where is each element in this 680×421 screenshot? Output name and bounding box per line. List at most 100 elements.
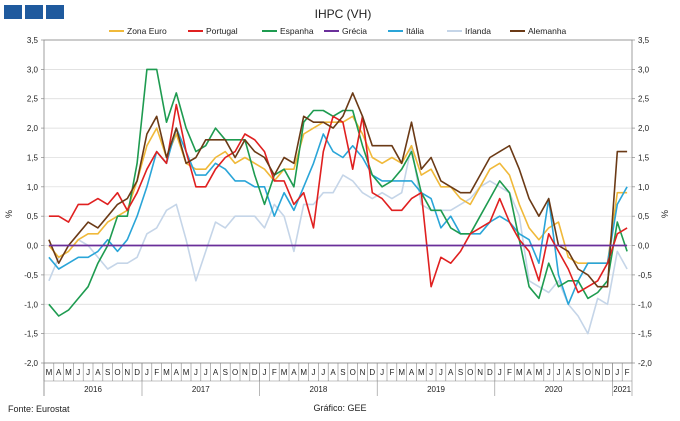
series-lines	[48, 68, 628, 335]
x-month-label: J	[439, 368, 443, 377]
x-month-label: M	[65, 368, 72, 377]
gee-logo	[4, 5, 64, 19]
x-month-label: J	[547, 368, 551, 377]
x-month-label: F	[507, 368, 512, 377]
series-line-portugal	[48, 103, 628, 294]
series-line-it-lia	[48, 127, 628, 306]
x-month-label: A	[95, 368, 101, 377]
x-month-label: A	[56, 368, 62, 377]
y-tick-label-left: 3,5	[27, 36, 39, 45]
x-month-label: J	[86, 368, 90, 377]
x-month-label: M	[281, 368, 288, 377]
x-month-label: M	[418, 368, 425, 377]
y-tick-label-right: 2,5	[638, 95, 650, 104]
x-month-label: M	[516, 368, 523, 377]
y-axis-label-left: %	[4, 210, 14, 218]
y-tick-label-right: -0,5	[638, 271, 652, 280]
legend-label: Itália	[406, 26, 424, 36]
y-tick-label-left: 2,0	[27, 124, 39, 133]
y-tick-label-left: 3,0	[27, 65, 39, 74]
y-tick-label-right: 1,0	[638, 183, 650, 192]
x-year-label: 2019	[427, 385, 445, 394]
x-month-label: J	[557, 368, 561, 377]
logo-block-1	[4, 5, 22, 19]
x-month-label: D	[605, 368, 611, 377]
y-tick-label-left: -1,0	[24, 300, 38, 309]
x-month-label: M	[398, 368, 405, 377]
legend-label: Portugal	[206, 26, 238, 36]
x-month-label: N	[595, 368, 601, 377]
x-month-label: J	[321, 368, 325, 377]
series-line-alemanha	[48, 92, 628, 288]
x-month-label: N	[124, 368, 130, 377]
x-month-label: S	[223, 368, 228, 377]
x-month-label: D	[487, 368, 493, 377]
x-month-label: M	[183, 368, 190, 377]
x-month-label: O	[232, 368, 238, 377]
source-note: Fonte: Eurostat	[8, 404, 70, 414]
x-month-label: F	[272, 368, 277, 377]
y-tick-label-right: 3,0	[638, 65, 650, 74]
series-line-zona-euro	[48, 115, 628, 265]
y-tick-label-left: 2,5	[27, 95, 39, 104]
x-month-label: A	[291, 368, 297, 377]
x-month-label: A	[566, 368, 572, 377]
y-tick-label-right: -2,0	[638, 359, 652, 368]
x-month-label: J	[76, 368, 80, 377]
x-month-label: M	[300, 368, 307, 377]
x-month-label: D	[369, 368, 375, 377]
plot-frame	[43, 39, 633, 364]
y-tick-label-right: 0,5	[638, 212, 650, 221]
x-year-label: 2016	[84, 385, 102, 394]
x-year-label: 2020	[545, 385, 563, 394]
x-month-label: M	[163, 368, 170, 377]
y-tick-label-right: -1,0	[638, 300, 652, 309]
x-month-label: A	[409, 368, 415, 377]
x-month-label: O	[467, 368, 473, 377]
x-month-label: D	[134, 368, 140, 377]
x-year-label: 2017	[192, 385, 210, 394]
legend-label: Grécia	[342, 26, 367, 36]
y-tick-label-left: -2,0	[24, 359, 38, 368]
x-month-label: O	[585, 368, 591, 377]
x-month-label: J	[263, 368, 267, 377]
legend-label: Espanha	[280, 26, 314, 36]
y-tick-label-left: 1,0	[27, 183, 39, 192]
y-tick-label-left: 1,5	[27, 153, 39, 162]
series-line-irlanda	[48, 144, 628, 335]
x-month-label: J	[312, 368, 316, 377]
x-month-label: J	[615, 368, 619, 377]
x-month-label: S	[458, 368, 463, 377]
y-axis-right: 3,5 3,0 2,5 2,0 1,5 1,0 0,5 0,0 -0,5 -1,0 -1,5 -2,0	[632, 36, 652, 368]
logo-block-3	[46, 5, 64, 19]
y-tick-label-left: -1,5	[24, 330, 38, 339]
chart-title: IHPC (VH)	[315, 7, 372, 21]
legend: Zona Euro Portugal Espanha Grécia Itália Irla…	[109, 26, 567, 36]
x-month-label: A	[174, 368, 180, 377]
x-month-label: M	[536, 368, 543, 377]
y-tick-label-left: -0,5	[24, 271, 38, 280]
x-year-label: 2018	[310, 385, 328, 394]
x-month-label: A	[330, 368, 336, 377]
x-month-label: A	[213, 368, 219, 377]
x-month-label: S	[105, 368, 110, 377]
x-month-label: F	[625, 368, 630, 377]
y-tick-label-right: 3,5	[638, 36, 650, 45]
x-month-label: N	[360, 368, 366, 377]
x-month-label: A	[448, 368, 454, 377]
x-month-label: A	[526, 368, 532, 377]
x-month-label: J	[380, 368, 384, 377]
x-month-label: J	[498, 368, 502, 377]
x-month-label: O	[114, 368, 120, 377]
x-month-label: N	[242, 368, 248, 377]
x-month-label: J	[194, 368, 198, 377]
x-month-label: F	[154, 368, 159, 377]
x-month-label: M	[46, 368, 53, 377]
x-month-label: J	[429, 368, 433, 377]
x-month-label: O	[350, 368, 356, 377]
y-axis-left: 3,5 3,0 2,5 2,0 1,5 1,0 0,5 0,0 -0,5 -1,0 -1,5 -2,0	[24, 36, 44, 368]
x-month-label: N	[477, 368, 483, 377]
series-line-espanha	[48, 68, 628, 317]
legend-label: Alemanha	[528, 26, 567, 36]
